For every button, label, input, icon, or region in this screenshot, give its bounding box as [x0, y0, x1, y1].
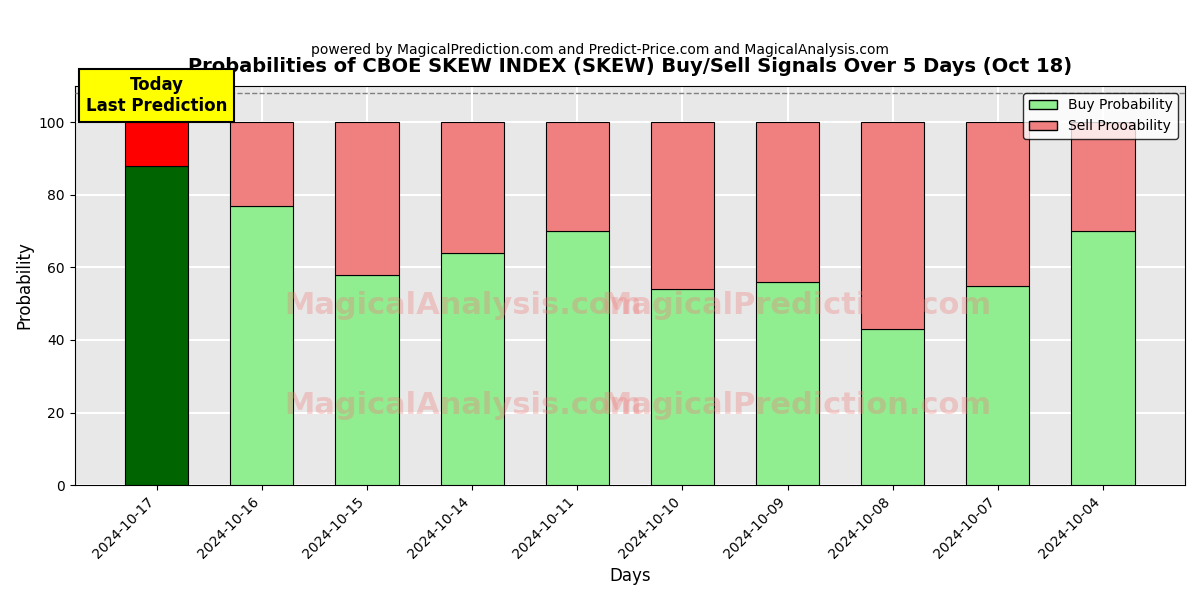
Bar: [230, 206, 293, 485]
Bar: [650, 289, 714, 485]
Y-axis label: Probability: Probability: [16, 242, 34, 329]
Bar: [756, 122, 820, 282]
X-axis label: Days: Days: [610, 567, 650, 585]
Bar: [862, 122, 924, 329]
Bar: [546, 122, 608, 231]
Bar: [440, 253, 504, 485]
Bar: [125, 166, 188, 485]
Bar: [230, 122, 293, 206]
Bar: [756, 282, 820, 485]
Bar: [546, 231, 608, 485]
Text: powered by MagicalPrediction.com and Predict-Price.com and MagicalAnalysis.com: powered by MagicalPrediction.com and Pre…: [311, 43, 889, 57]
Bar: [336, 122, 398, 275]
Text: MagicalPrediction.com: MagicalPrediction.com: [601, 391, 991, 420]
Bar: [966, 122, 1030, 286]
Title: Probabilities of CBOE SKEW INDEX (SKEW) Buy/Sell Signals Over 5 Days (Oct 18): Probabilities of CBOE SKEW INDEX (SKEW) …: [187, 57, 1072, 76]
Text: MagicalAnalysis.com: MagicalAnalysis.com: [284, 291, 642, 320]
Text: MagicalPrediction.com: MagicalPrediction.com: [601, 291, 991, 320]
Bar: [125, 122, 188, 166]
Bar: [650, 122, 714, 289]
Text: MagicalAnalysis.com: MagicalAnalysis.com: [284, 391, 642, 420]
Bar: [966, 286, 1030, 485]
Legend: Buy Probability, Sell Prooability: Buy Probability, Sell Prooability: [1024, 93, 1178, 139]
Bar: [336, 275, 398, 485]
Bar: [440, 122, 504, 253]
Text: Today
Last Prediction: Today Last Prediction: [86, 76, 227, 115]
Bar: [1072, 122, 1134, 231]
Bar: [862, 329, 924, 485]
Bar: [1072, 231, 1134, 485]
